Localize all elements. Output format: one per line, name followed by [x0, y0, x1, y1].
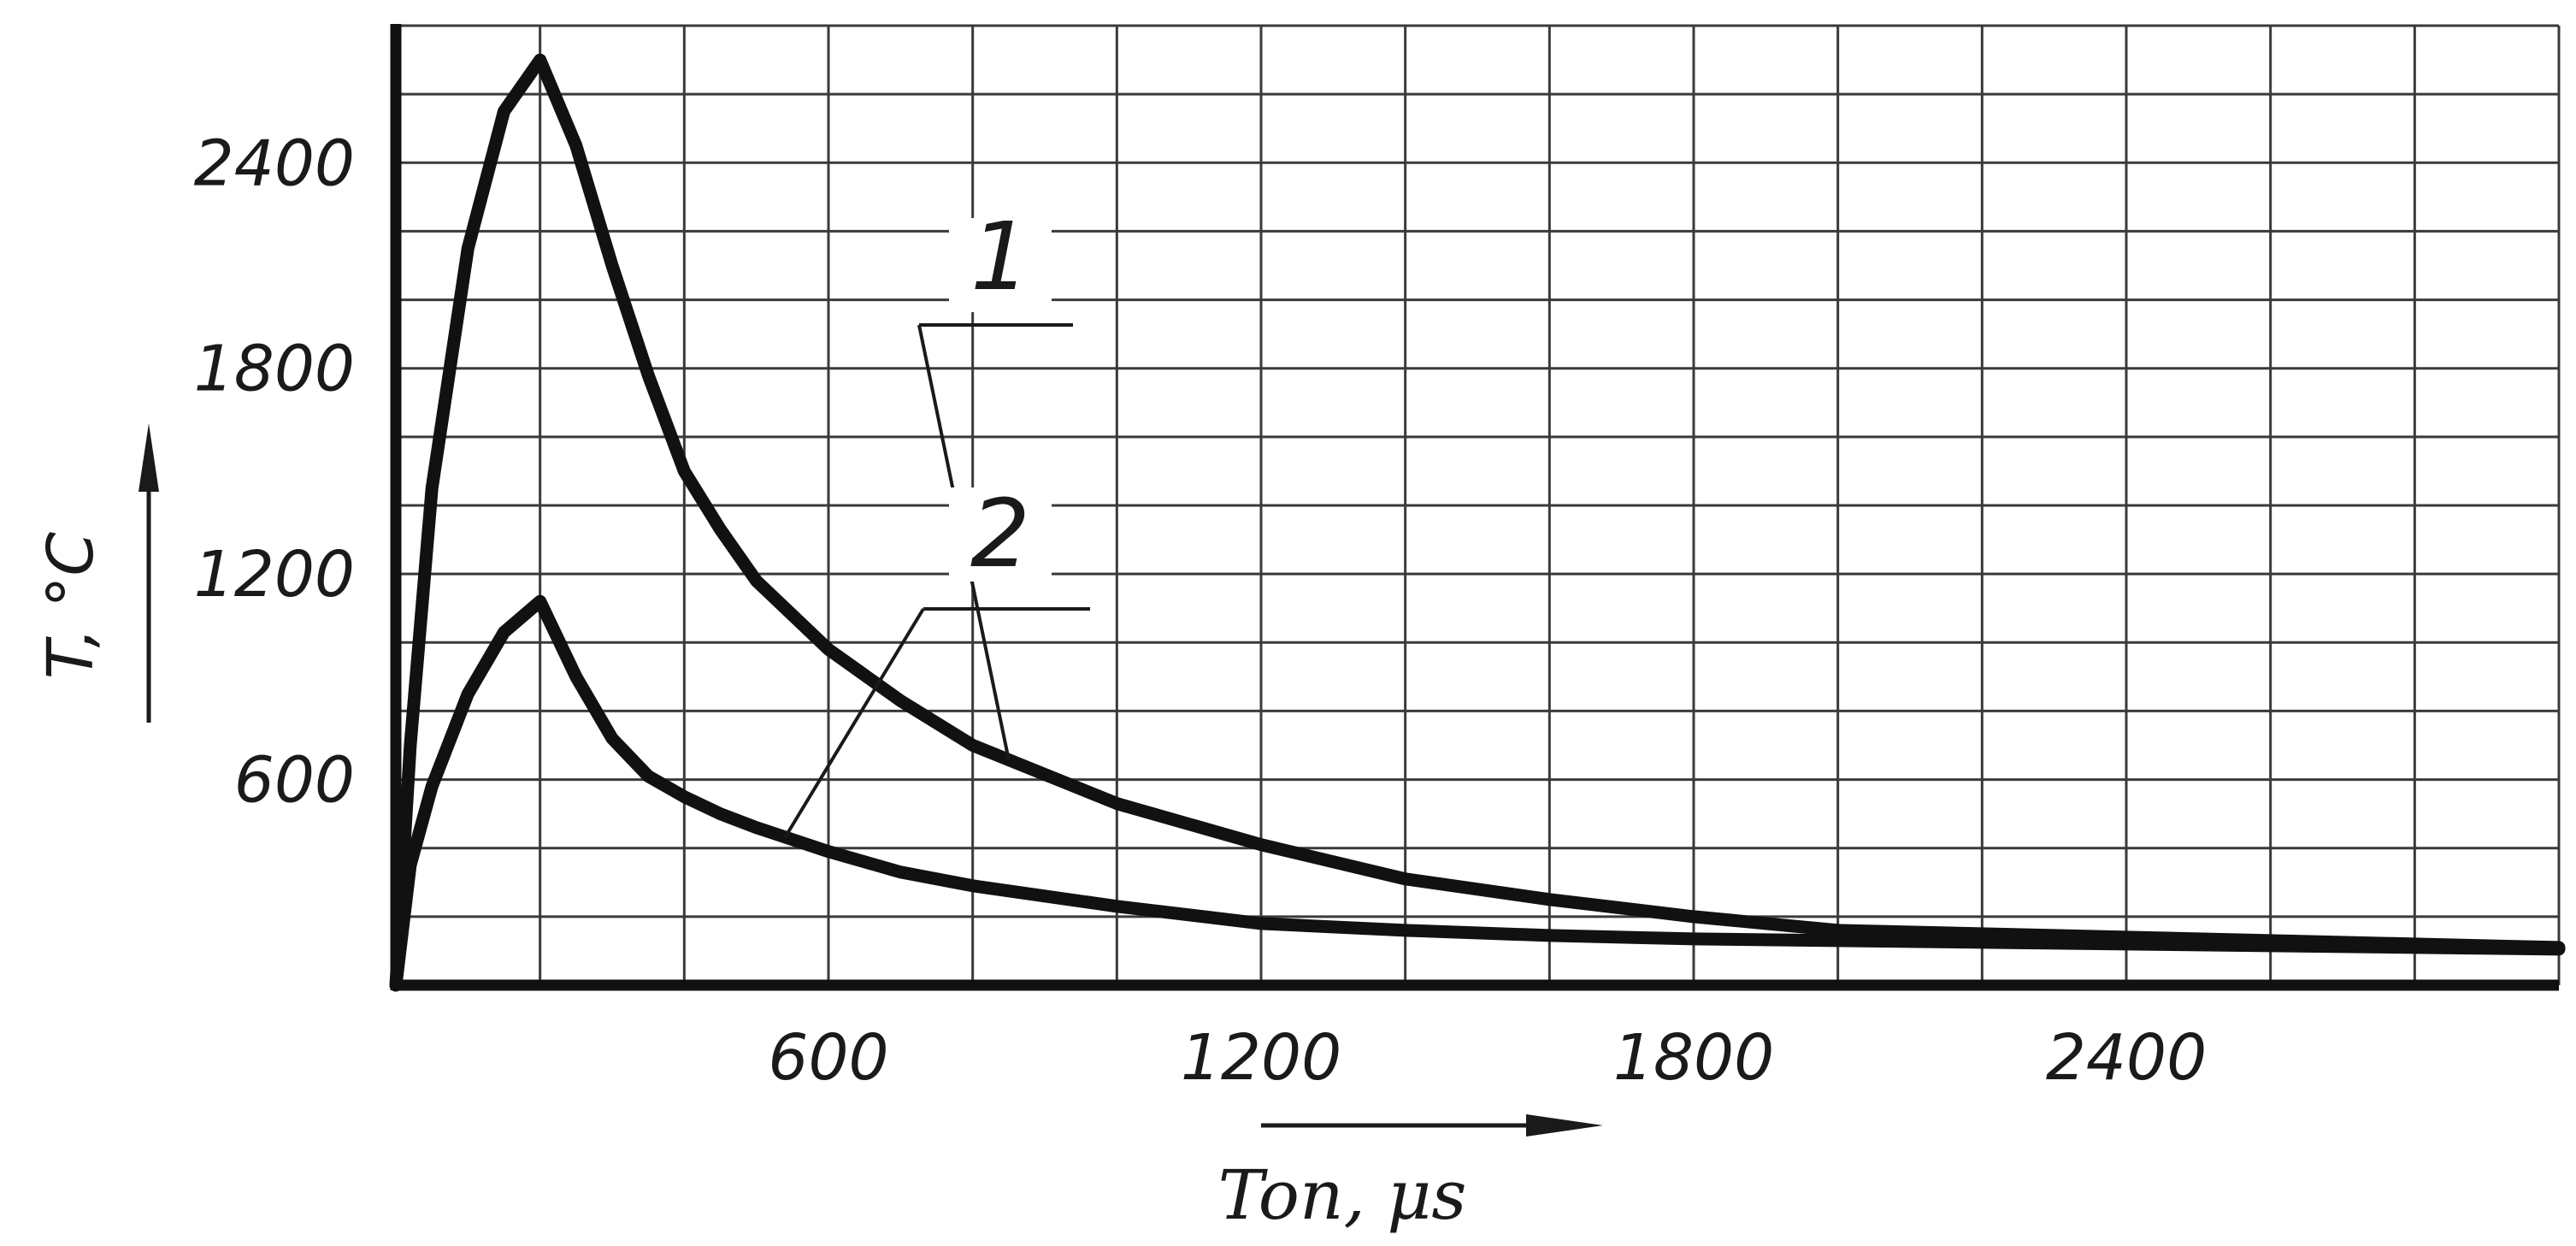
x-tick-label: 2400	[2046, 1021, 2207, 1095]
x-axis-arrow-head	[1526, 1114, 1603, 1137]
series-line-1	[389, 53, 2566, 992]
series-line-2	[389, 594, 2566, 992]
series-layer	[389, 53, 2566, 992]
curve-label-2: 2	[970, 479, 1030, 588]
x-tick-label: 1200	[1181, 1021, 1341, 1095]
y-axis-arrow-head	[139, 423, 159, 492]
curve-label-backdrop	[949, 218, 1052, 312]
curve-leaders	[783, 218, 1090, 838]
x-axis-label: Ton, μs	[1218, 1155, 1467, 1235]
y-axis-label: T, °C	[34, 532, 108, 679]
y-tick-label: 1800	[194, 333, 355, 406]
y-tick-label: 1200	[194, 538, 355, 611]
curve-label-backdrop	[949, 487, 1052, 582]
y-tick-label: 600	[234, 744, 355, 818]
leader-line-diagonal	[783, 607, 925, 838]
tick-labels: 600 1200 1800 2400 600 1200 1800 2400	[194, 127, 2207, 1095]
curve-label-1: 1	[970, 202, 1030, 311]
grid	[396, 24, 2561, 985]
axes	[390, 24, 2559, 991]
y-tick-label: 2400	[194, 127, 355, 200]
x-tick-label: 600	[768, 1021, 888, 1095]
x-tick-label: 1800	[1613, 1021, 1774, 1095]
